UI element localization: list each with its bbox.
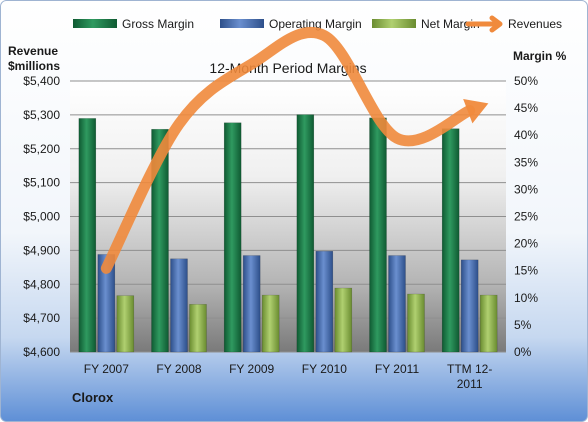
left-axis-title-line-1: Revenue xyxy=(8,44,58,58)
right-tick-label: 5% xyxy=(514,318,532,332)
net-margin-bar xyxy=(479,294,498,353)
x-tick-label: 2011 xyxy=(457,377,483,391)
net-margin-bar xyxy=(407,293,425,353)
right-tick-label: 35% xyxy=(514,155,538,169)
legend-swatch-revenues xyxy=(465,15,503,33)
legend-swatch-operating xyxy=(220,19,264,28)
legend-label-gross: Gross Margin xyxy=(122,17,194,31)
x-tick-label: FY 2010 xyxy=(302,362,347,376)
revenues-line xyxy=(100,26,476,274)
operating-margin-bar xyxy=(388,255,406,353)
right-axis-title: Margin % xyxy=(513,49,567,63)
operating-margin-bar xyxy=(97,254,116,353)
right-tick-label: 25% xyxy=(514,210,538,224)
right-tick-label: 50% xyxy=(514,74,538,88)
legend-swatch-net xyxy=(372,19,416,28)
net-margin-bar xyxy=(116,295,135,353)
legend-label-revenues: Revenues xyxy=(508,17,562,31)
left-tick-label: $4,900 xyxy=(23,243,60,257)
left-axis-title-line-2: $millions xyxy=(8,59,60,73)
gross-margin-bar xyxy=(223,122,242,353)
operating-margin-bar xyxy=(460,259,479,353)
left-tick-label: $5,200 xyxy=(23,142,60,156)
left-tick-label: $5,400 xyxy=(23,74,60,88)
net-margin-bar xyxy=(334,287,353,353)
x-tick-label: FY 2011 xyxy=(375,362,420,376)
right-tick-label: 20% xyxy=(514,237,538,251)
right-tick-label: 0% xyxy=(514,345,532,359)
gross-margin-bar xyxy=(78,118,97,353)
x-tick-label: TTM 12- xyxy=(447,362,492,376)
right-tick-label: 40% xyxy=(514,128,538,142)
right-tick-label: 45% xyxy=(514,101,538,115)
left-tick-label: $5,000 xyxy=(23,210,60,224)
bar-series xyxy=(78,114,498,353)
x-axis-labels: FY 2007 FY 2008 FY 2009 FY 2010 FY 2011 TTM 1… xyxy=(84,362,493,391)
right-axis-ticks: 0% 5% 10% 15% 20% 25% 30% 35% 40% 45% 50% xyxy=(514,74,538,359)
x-tick-label: FY 2009 xyxy=(229,362,274,376)
gross-margin-bar xyxy=(296,114,315,353)
gross-margin-bar xyxy=(441,128,460,353)
left-tick-label: $5,300 xyxy=(23,108,60,122)
revenue-line-series xyxy=(100,26,489,274)
x-tick-label: FY 2007 xyxy=(84,362,129,376)
legend-swatch-gross xyxy=(73,19,117,28)
gross-margin-bar xyxy=(369,117,387,353)
right-tick-label: 10% xyxy=(514,291,538,305)
left-tick-label: $4,600 xyxy=(23,345,60,359)
x-tick-label: FY 2008 xyxy=(156,362,201,376)
right-tick-label: 30% xyxy=(514,182,538,196)
company-label: Clorox xyxy=(72,390,114,405)
gross-margin-bar xyxy=(151,128,169,353)
right-tick-label: 15% xyxy=(514,264,538,278)
net-margin-bar xyxy=(261,294,280,353)
legend: Gross Margin Operating Margin Net Margin… xyxy=(73,15,562,33)
left-tick-label: $5,100 xyxy=(23,176,60,190)
net-margin-bar xyxy=(189,304,207,353)
operating-margin-bar xyxy=(242,255,261,353)
operating-margin-bar xyxy=(170,258,188,353)
left-tick-label: $4,800 xyxy=(23,277,60,291)
revenues-arrowhead xyxy=(463,99,489,124)
left-tick-label: $4,700 xyxy=(23,311,60,325)
legend-label-net: Net Margin xyxy=(421,17,480,31)
left-axis-ticks: $4,600 $4,700 $4,800 $4,900 $5,000 $5,100 $5,2… xyxy=(23,74,60,359)
operating-margin-bar xyxy=(315,250,334,353)
legend-label-operating: Operating Margin xyxy=(269,17,362,31)
